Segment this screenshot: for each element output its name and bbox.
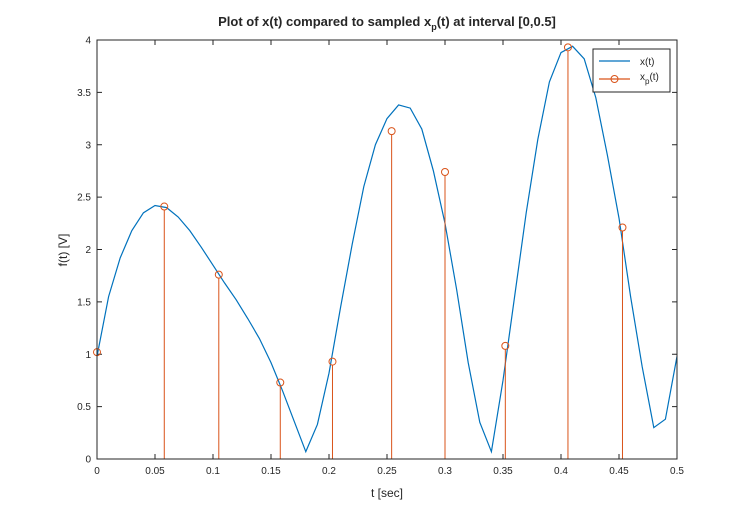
- legend-label-x-p-t: xp(t): [640, 72, 659, 86]
- x-tick-label: 0.15: [261, 466, 281, 477]
- stem-marker: [387, 127, 396, 136]
- y-tick-label: 2: [85, 245, 91, 256]
- y-tick-label: 0: [85, 455, 91, 466]
- y-tick-label: 3: [85, 140, 91, 151]
- x-tick-label: 0: [94, 466, 100, 477]
- x-tick-label: 0.35: [493, 466, 513, 477]
- legend: x(t) xp(t): [592, 48, 671, 93]
- y-tick-label: 0.5: [77, 402, 91, 413]
- y-axis-label: f(t) [V]: [56, 234, 70, 267]
- y-tick-label: 3.5: [77, 88, 91, 99]
- axis-ticks: 0 0.05 0.1 0.15 0.2 0.25 0.3 0.35 0.4 0.45 0.5 0 0.5…: [77, 36, 684, 478]
- x-tick-label: 0.05: [145, 466, 165, 477]
- x-tick-label: 0.5: [670, 466, 684, 477]
- x-axis-label: t [sec]: [371, 486, 403, 500]
- x-tick-label: 0.3: [438, 466, 452, 477]
- y-tick-label: 1.5: [77, 297, 91, 308]
- y-tick-label: 4: [85, 36, 91, 47]
- stem-marker: [214, 270, 223, 279]
- x-tick-label: 0.4: [554, 466, 568, 477]
- stem-marker: [276, 378, 285, 387]
- series-x-t: [96, 45, 678, 454]
- series-x-p-t: [93, 43, 627, 459]
- stem-marker: [328, 357, 337, 366]
- stem-marker: [441, 167, 449, 176]
- legend-label-x-t: x(t): [640, 57, 654, 68]
- legend-box: [592, 48, 671, 93]
- axes-box: [96, 39, 678, 460]
- chart-title: Plot of x(t) compared to sampled xp(t) a…: [218, 14, 556, 32]
- stem-marker: [160, 202, 169, 211]
- y-tick-label: 1: [85, 350, 91, 361]
- y-tick-label: 2.5: [77, 193, 91, 204]
- stem-marker: [501, 341, 510, 350]
- stem-marker: [563, 43, 572, 52]
- series-line-x-t: [96, 45, 678, 454]
- x-tick-label: 0.25: [377, 466, 397, 477]
- stem-marker: [618, 223, 627, 232]
- legend-marker-x-p-t: [610, 75, 619, 83]
- x-tick-label: 0.2: [322, 466, 336, 477]
- plot-area: [97, 40, 677, 459]
- x-tick-label: 0.45: [609, 466, 629, 477]
- x-tick-label: 0.1: [206, 466, 220, 477]
